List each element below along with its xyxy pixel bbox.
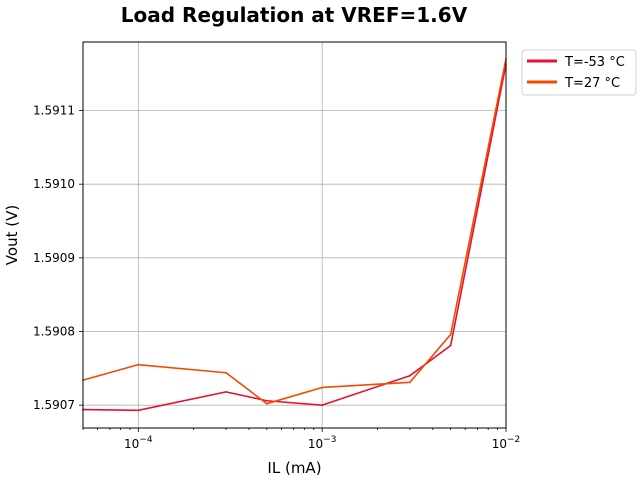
series-point: [265, 402, 268, 405]
legend-label: T=27 °C: [564, 76, 620, 91]
series-point: [137, 409, 140, 412]
tick-layer: 10−4 10−3 10−2 1.5907 1.5908 1.5909 1.5910 1.59…: [33, 104, 520, 451]
y-tick-label: 1.5907: [33, 398, 75, 412]
series-line-1: [82, 58, 507, 405]
series-point: [225, 391, 227, 393]
series-point: [449, 344, 452, 347]
x-tick-label: 10−4: [124, 435, 153, 451]
series-point: [408, 381, 411, 384]
y-tick-label: 1.5910: [33, 177, 75, 191]
y-tick-label: 1.5911: [33, 104, 75, 118]
x-axis-label: IL (mA): [267, 459, 321, 477]
series-layer: [82, 58, 507, 412]
grid-layer: [83, 42, 507, 428]
series-line-0: [82, 63, 507, 412]
y-axis-label: Vout (V): [3, 205, 21, 265]
series-point: [137, 363, 140, 366]
chart-title: Load Regulation at VREF=1.6V: [121, 3, 468, 27]
legend-label: T=-53 °C: [564, 55, 625, 70]
y-tick-label: 1.5908: [33, 325, 75, 339]
series-point: [225, 371, 227, 374]
series-point: [408, 374, 411, 377]
plot-frame: [82, 41, 507, 429]
x-tick-label: 10−3: [308, 435, 337, 451]
series-point: [449, 333, 452, 336]
x-tick-label: 10−2: [492, 435, 521, 451]
series-point: [265, 399, 268, 402]
legend: T=-53 °C T=27 °C: [521, 49, 637, 96]
series-point: [321, 386, 324, 389]
y-tick-label: 1.5909: [33, 251, 75, 265]
series-point: [321, 404, 324, 407]
